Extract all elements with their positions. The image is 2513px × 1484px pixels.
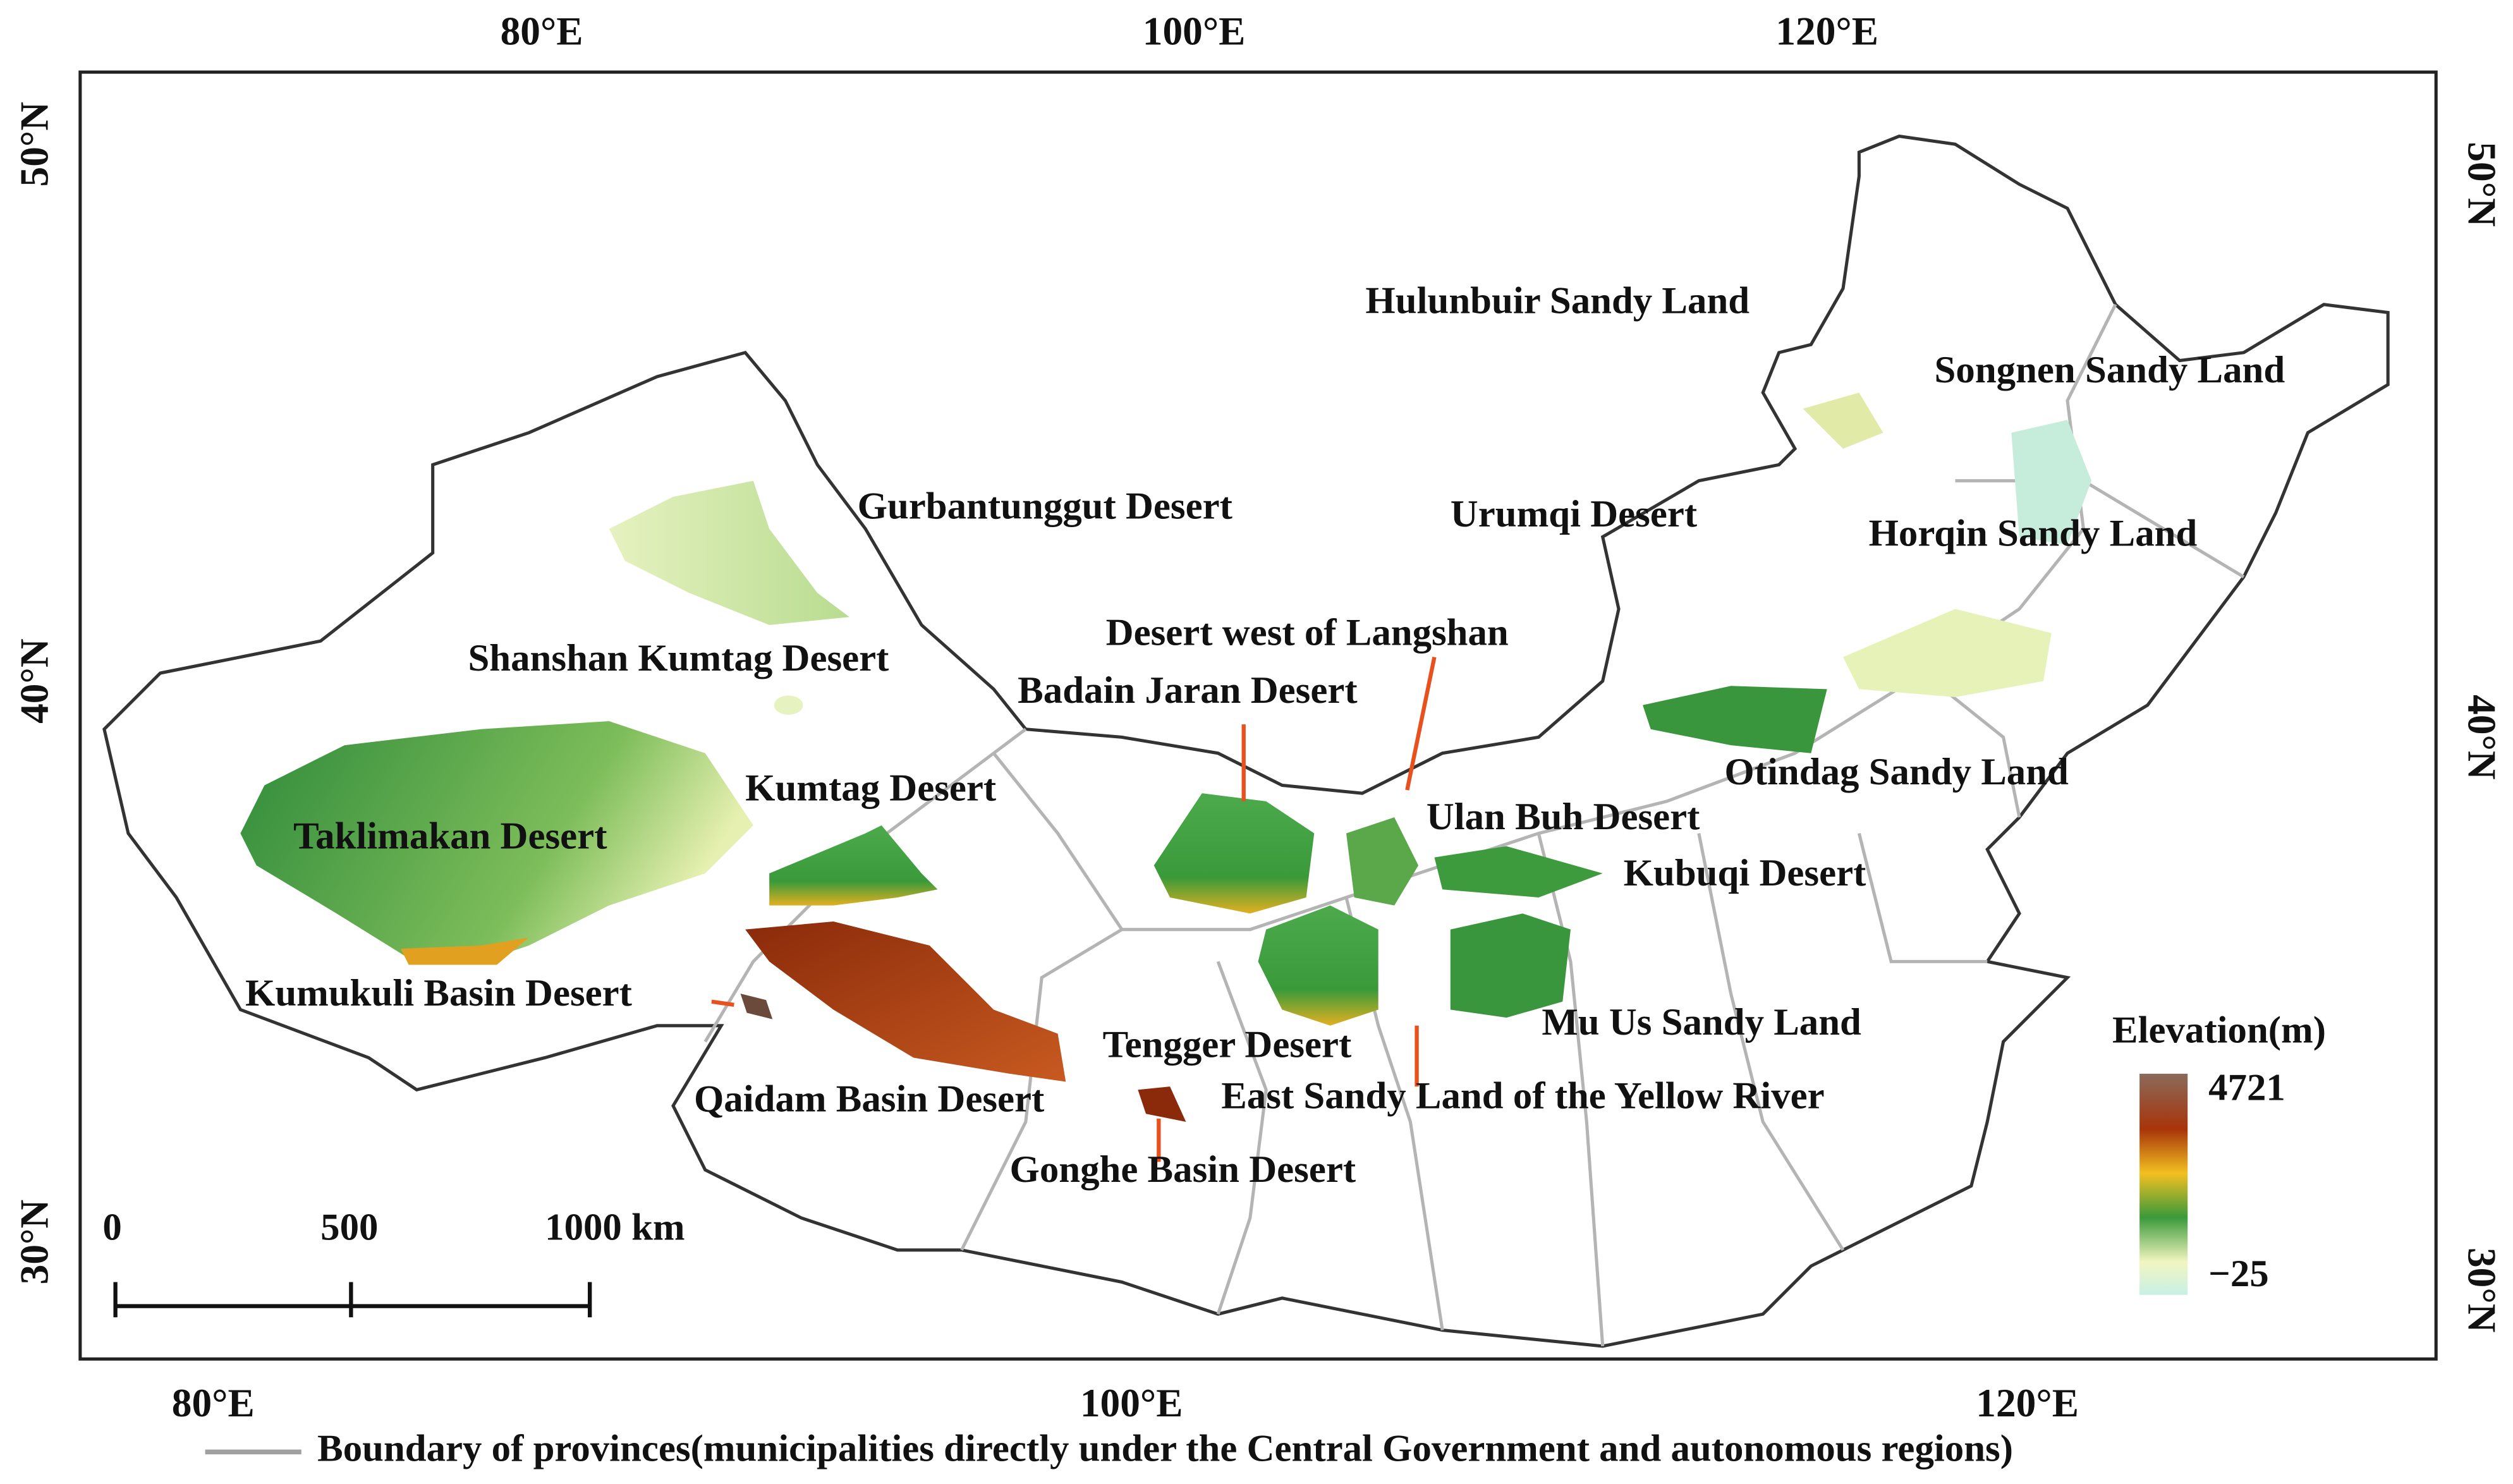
place-label: Badain Jaran Desert xyxy=(1018,669,1357,712)
lat-label: 50°N xyxy=(2460,142,2504,227)
lon-label: 80°E xyxy=(501,9,583,53)
scale-bar: 0 500 1000 km xyxy=(102,1206,685,1318)
place-label: Otindag Sandy Land xyxy=(1724,751,2069,793)
scale-label: 0 xyxy=(102,1206,121,1248)
place-label: Kumukuli Basin Desert xyxy=(245,972,632,1014)
place-labels: Hulunbuir Sandy Land Songnen Sandy Land … xyxy=(245,280,2285,1191)
songnen xyxy=(2011,420,2092,545)
kumtag xyxy=(769,825,938,906)
lat-label: 50°N xyxy=(12,102,56,187)
legend-min: −25 xyxy=(2208,1253,2269,1295)
legend: Elevation(m) 4721 −25 xyxy=(2112,1009,2326,1294)
map-frame xyxy=(78,70,2438,1361)
lon-label: 100°E xyxy=(1080,1381,1183,1425)
taklimakan xyxy=(240,721,753,962)
legend-title: Elevation(m) xyxy=(2112,1009,2326,1051)
lat-label: 30°N xyxy=(2460,1248,2504,1332)
place-label: Taklimakan Desert xyxy=(293,815,607,858)
place-label: Desert west of Langshan xyxy=(1106,612,1509,654)
gonghe xyxy=(1138,1086,1186,1122)
lat-label: 40°N xyxy=(2460,695,2504,780)
place-label: Hulunbuir Sandy Land xyxy=(1365,280,1749,322)
place-label: Gonghe Basin Desert xyxy=(1010,1148,1356,1191)
lon-label: 120°E xyxy=(1775,9,1878,53)
place-label: Tengger Desert xyxy=(1103,1023,1352,1066)
gurbantunggut xyxy=(609,480,849,625)
place-label: Kumtag Desert xyxy=(745,767,996,810)
place-label: Qaidam Basin Desert xyxy=(694,1078,1044,1120)
place-label: Mu Us Sandy Land xyxy=(1542,1001,1861,1043)
shanshan-kumtag xyxy=(774,695,803,715)
footer-legend: Boundary of provinces(municipalities dir… xyxy=(317,1427,2013,1469)
lat-label: 30°N xyxy=(12,1200,56,1284)
badain-jaran xyxy=(1153,793,1315,914)
mu-us xyxy=(1450,913,1571,1018)
lat-label: 40°N xyxy=(12,638,56,724)
place-label: Gurbantunggut Desert xyxy=(858,485,1232,527)
place-label: East Sandy Land of the Yellow River xyxy=(1221,1074,1824,1117)
otindag xyxy=(1643,686,1827,753)
lon-label: 80°E xyxy=(172,1381,255,1425)
horqin xyxy=(1843,609,2052,698)
hulunbuir xyxy=(1803,392,1883,449)
kubuqi xyxy=(1434,846,1603,897)
axis-labels: 80°E 100°E 120°E 80°E 100°E 120°E 50°N 4… xyxy=(12,9,2504,1425)
place-label: Songnen Sandy Land xyxy=(1935,349,2285,391)
place-label: Shanshan Kumtag Desert xyxy=(468,637,889,679)
scale-label: 500 xyxy=(320,1206,378,1248)
qaidam xyxy=(745,921,1066,1082)
taklimakan-edge xyxy=(400,937,529,965)
place-label: Urumqi Desert xyxy=(1451,493,1697,535)
scale-label: 1000 km xyxy=(545,1206,685,1248)
lon-label: 100°E xyxy=(1143,9,1246,53)
tengger xyxy=(1258,905,1378,1026)
legend-max: 4721 xyxy=(2208,1067,2285,1109)
leader-lines xyxy=(711,656,1437,1162)
place-label: Horqin Sandy Land xyxy=(1869,512,2198,554)
desert-areas xyxy=(240,392,2092,1122)
leader-line xyxy=(711,999,734,1007)
lon-label: 120°E xyxy=(1976,1381,2079,1425)
legend-ramp xyxy=(2139,1073,2188,1295)
kumukuli xyxy=(740,994,773,1019)
leader-line xyxy=(1405,656,1437,791)
place-label: Kubuqi Desert xyxy=(1624,852,1866,894)
scale-line xyxy=(113,1282,592,1318)
ulan-buh xyxy=(1346,817,1419,906)
place-label: Ulan Buh Desert xyxy=(1427,796,1700,838)
